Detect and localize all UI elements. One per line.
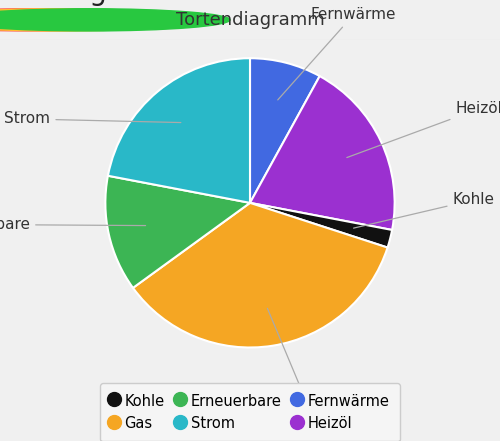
Title: Energieverbrauch Wohnen 2019: Energieverbrauch Wohnen 2019 [26, 0, 474, 6]
Text: Fernwärme: Fernwärme [278, 7, 396, 100]
Text: Erneuerbare: Erneuerbare [0, 217, 146, 232]
Circle shape [0, 9, 230, 31]
Text: Gas: Gas [268, 308, 322, 413]
Text: Heizöl: Heizöl [347, 101, 500, 157]
Circle shape [0, 9, 200, 31]
Wedge shape [106, 176, 250, 288]
Legend: Kohle, Gas, Erneuerbare, Strom, Fernwärme, Heizöl: Kohle, Gas, Erneuerbare, Strom, Fernwärm… [100, 383, 400, 441]
Text: Kohle: Kohle [354, 192, 494, 228]
Wedge shape [250, 203, 392, 247]
Wedge shape [250, 58, 320, 203]
Wedge shape [250, 76, 394, 230]
Wedge shape [108, 58, 250, 203]
Text: Tortendiagramm: Tortendiagramm [176, 11, 324, 29]
Wedge shape [133, 203, 388, 348]
Text: Strom: Strom [4, 112, 181, 127]
Circle shape [0, 9, 170, 31]
